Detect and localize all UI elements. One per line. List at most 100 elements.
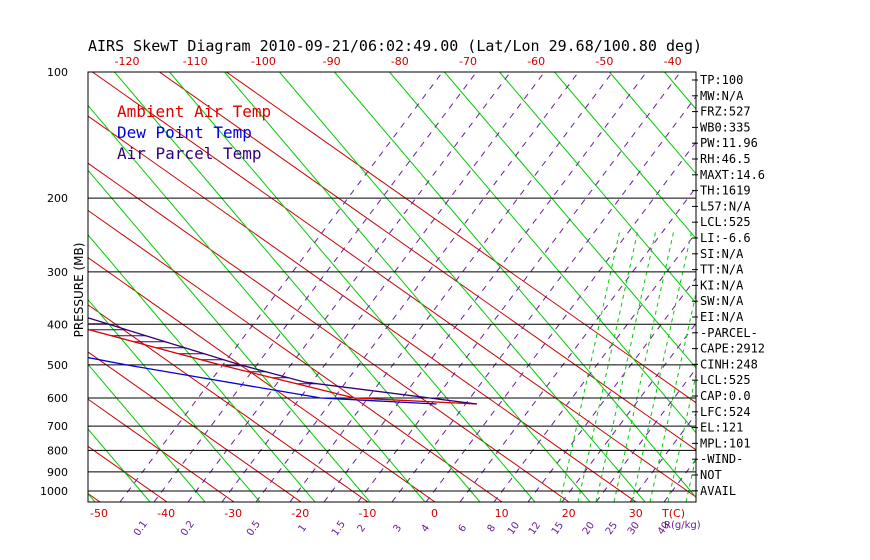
- dry-adiabat-line: [169, 72, 536, 502]
- index-label: EI:N/A: [700, 310, 744, 324]
- top-temp-axis: -120 -110 -100 -90 -80 -70 -60 -50 -40: [115, 55, 682, 68]
- bottom-temp-tick-label: 20: [562, 507, 576, 520]
- bottom-temp-tick-label: -10: [358, 507, 376, 520]
- index-label: LFC:524: [700, 405, 751, 419]
- bottom-temp-axis: -50 -40 -30 -20 -10 0 10 20 30: [90, 507, 643, 520]
- bottom-temp-tick-label: -20: [291, 507, 309, 520]
- index-label: MPL:101: [700, 436, 751, 450]
- index-label: -WIND-: [700, 452, 743, 466]
- mixing-ratio-tick-label: 3: [392, 523, 405, 535]
- mixing-ratio-line: [357, 72, 681, 502]
- isobar-lines: [88, 197, 696, 492]
- mixing-ratio-tick-label: 8: [486, 523, 499, 535]
- mixing-ratio-tick-label: 4: [420, 523, 433, 535]
- mixing-ratio-line: [493, 231, 696, 502]
- mixing-ratio-line: [595, 367, 696, 502]
- pressure-tick-label: 900: [47, 466, 68, 479]
- dry-adiabat-line: [88, 428, 151, 502]
- index-label: LI:-6.6: [700, 231, 751, 245]
- index-label: TP:100: [700, 73, 743, 87]
- mixing-ratio-line: [119, 72, 443, 502]
- moist-adiabat-line: [595, 229, 657, 502]
- isotherm-line: [88, 398, 235, 502]
- pressure-tick-label: 700: [47, 420, 68, 433]
- mixing-ratio-line: [323, 72, 647, 502]
- mixing-ratio-tick-label: 1: [297, 523, 310, 535]
- bottom-temp-tick-label: 30: [629, 507, 643, 520]
- isotherm-line: [92, 72, 696, 498]
- dry-adiabat-line: [334, 72, 696, 499]
- dry-adiabat-line: [88, 234, 316, 502]
- moist-adiabat-line: [559, 229, 621, 502]
- pressure-tick-label: 300: [47, 266, 68, 279]
- index-label: SI:N/A: [700, 247, 744, 261]
- index-label: CAPE:2912: [700, 342, 765, 356]
- dry-adiabat-line: [830, 72, 870, 502]
- isotherm-line: [226, 72, 696, 404]
- pressure-tick-label: 1000: [40, 485, 68, 498]
- mixing-ratio-tick-label: 15: [550, 520, 566, 537]
- mixing-ratio-line: [459, 186, 696, 502]
- index-label: SW:N/A: [700, 294, 744, 308]
- index-label: TH:1619: [700, 184, 751, 198]
- mixing-ratio-axis: 0.1 0.2 0.5 1 1.5 2 3 4 6 8 10 12 15 20 25 30 40: [132, 519, 672, 538]
- index-label: EL:121: [700, 421, 743, 435]
- y-axis-label: PRESSURE (MB): [72, 243, 86, 338]
- legend-item: Air Parcel Temp: [117, 144, 262, 163]
- chart-title: AIRS SkewT Diagram 2010-09-21/06:02:49.0…: [88, 37, 702, 55]
- dry-adiabat-line: [664, 72, 696, 110]
- moist-adiabat-line: [631, 229, 693, 502]
- pressure-tick-label: 100: [47, 66, 68, 79]
- index-label: LCL:525: [700, 215, 751, 229]
- pressure-tick-label: 400: [47, 318, 68, 331]
- index-label: MW:N/A: [700, 89, 744, 103]
- ambient-air-temp-line: [88, 328, 477, 405]
- isotherm-line: [88, 257, 436, 502]
- dry-adiabat-line: [88, 169, 371, 502]
- mixing-ratio-unit: R(g/kg): [664, 520, 701, 531]
- mixing-ratio-tick-label: 30: [626, 520, 642, 537]
- mixing-ratio-tick-label: 25: [604, 520, 620, 537]
- legend-item: Ambient Air Temp: [117, 102, 271, 121]
- isotherm-line: [88, 162, 570, 502]
- dry-adiabat-line: [775, 72, 870, 502]
- mixing-ratio-tick-label: 0.1: [132, 519, 150, 538]
- index-label: NOT: [700, 468, 722, 482]
- index-label: WB0:335: [700, 120, 751, 134]
- index-label: PW:11.96: [700, 136, 758, 150]
- index-label: -PARCEL-: [700, 326, 758, 340]
- dry-adiabat-line: [114, 72, 481, 502]
- mixing-ratio-line: [153, 72, 477, 502]
- index-label: KI:N/A: [700, 278, 744, 292]
- mixing-ratio-tick-label: 20: [581, 520, 597, 537]
- pressure-tick-label: 600: [47, 392, 68, 405]
- legend-item: Dew Point Temp: [117, 123, 252, 142]
- mixing-ratio-line: [221, 72, 545, 502]
- sounding-profiles: [88, 317, 477, 405]
- bottom-temp-tick-label: 0: [431, 507, 438, 520]
- moist-adiabat-line: [613, 229, 675, 502]
- x-axis-unit: T(C): [661, 507, 685, 520]
- mixing-ratio-tick-label: 6: [457, 523, 470, 535]
- isotherm-line: [88, 115, 637, 502]
- plot-frame: [87, 71, 697, 503]
- top-temp-tick-label: -40: [664, 55, 682, 68]
- moist-adiabat-line: [577, 229, 639, 502]
- mixing-ratio-line: [187, 72, 511, 502]
- top-temp-tick-label: -50: [595, 55, 613, 68]
- pressure-tick-label: 500: [47, 359, 68, 372]
- top-temp-tick-label: -120: [115, 55, 140, 68]
- mixing-ratio-tick-label: 2: [356, 523, 369, 535]
- top-temp-tick-label: -110: [183, 55, 208, 68]
- bottom-temp-tick-label: -30: [224, 507, 242, 520]
- dry-adiabat-line: [389, 72, 696, 434]
- index-label: CAP:0.0: [700, 389, 751, 403]
- mixing-ratio-line: [663, 458, 696, 502]
- dry-adiabat-line: [88, 363, 206, 502]
- background-grid: [88, 72, 870, 502]
- dry-adiabat-line: [224, 72, 591, 502]
- dry-adiabat-line: [609, 72, 696, 175]
- pressure-axis: 100 200 300 400 500 600 700 800 900 1000: [40, 66, 68, 498]
- isotherm-line: [88, 209, 503, 502]
